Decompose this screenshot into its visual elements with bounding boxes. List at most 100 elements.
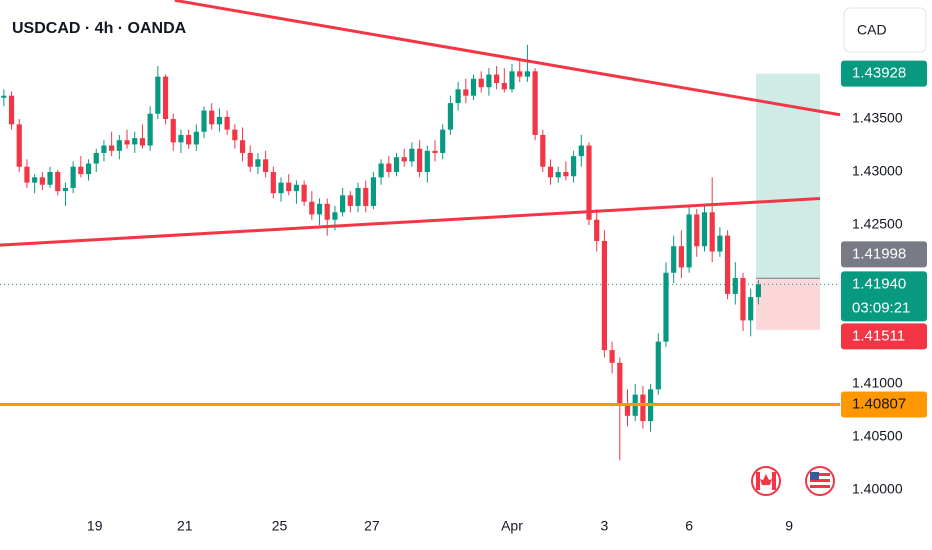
candle-body <box>39 177 45 185</box>
y-tick-label: 1.43500 <box>852 110 903 126</box>
x-tick-label: 25 <box>272 518 288 534</box>
candle-body <box>8 95 15 125</box>
candle-body <box>532 71 538 135</box>
candle-body <box>724 235 731 294</box>
candle-body <box>193 131 199 145</box>
x-tick-label: 19 <box>87 518 103 534</box>
candle-body <box>47 172 53 185</box>
stop-zone <box>756 278 820 330</box>
y-tick-label: 1.42500 <box>852 216 903 232</box>
candle-body <box>209 110 215 125</box>
entry-label: 1.41998 <box>852 245 906 262</box>
candle-body <box>386 163 392 173</box>
candle-body <box>409 148 415 162</box>
candle-body <box>309 201 315 215</box>
candle-body <box>694 214 700 247</box>
candle-body <box>139 138 146 146</box>
candle-body <box>701 212 708 247</box>
candle-body <box>440 129 446 153</box>
candle-body <box>594 219 600 241</box>
y-tick-label: 1.40000 <box>852 481 903 497</box>
candle-body <box>340 195 346 213</box>
candle-body <box>247 152 253 167</box>
candle-body <box>655 341 661 390</box>
currency: CAD <box>857 22 887 38</box>
candle-body <box>455 89 461 104</box>
candle-body <box>586 145 592 220</box>
candle-body <box>478 78 484 88</box>
candle-body <box>124 140 130 145</box>
candle-body <box>678 246 684 268</box>
candle-body <box>324 203 330 220</box>
candle-body <box>162 76 169 120</box>
candle-body <box>85 163 92 175</box>
candle-body <box>178 134 184 143</box>
candle-body <box>571 156 577 177</box>
candle-body <box>147 113 153 146</box>
candle-body <box>278 182 284 194</box>
plot-area <box>0 0 841 461</box>
candle-body <box>93 152 99 164</box>
candle-body <box>101 145 107 153</box>
candle-body <box>624 403 631 416</box>
target-label: 1.43928 <box>852 65 906 82</box>
candle-body <box>601 240 607 351</box>
currency-box[interactable] <box>843 7 927 53</box>
y-tick-label: 1.43000 <box>852 163 903 179</box>
y-tick-label: 1.40500 <box>852 428 903 444</box>
candle-body <box>470 78 477 96</box>
x-tick-label: 6 <box>685 518 693 534</box>
candle-body <box>263 159 269 173</box>
flag-us[interactable] <box>805 466 835 496</box>
candle-body <box>494 74 500 83</box>
y-tick-label: 1.41000 <box>852 375 903 391</box>
candle-body <box>363 187 369 206</box>
candle-body <box>709 212 715 252</box>
candle-body <box>671 246 677 273</box>
candle-body <box>686 214 692 268</box>
candle-body <box>609 350 615 363</box>
candle-body <box>378 163 384 178</box>
entry-box <box>841 241 927 268</box>
stop-label: 1.41511 <box>852 327 905 344</box>
candle-body <box>417 148 423 173</box>
x-tick-label: 27 <box>364 518 380 534</box>
candle-body <box>78 166 84 175</box>
candle-body <box>301 184 307 202</box>
current-price-label: 1.41940 <box>852 275 906 292</box>
support-box <box>841 391 927 418</box>
candle-body <box>578 145 584 157</box>
candle-body <box>201 110 207 132</box>
countdown: 03:09:21 <box>852 299 910 316</box>
candle-body <box>316 203 323 215</box>
support-label: 1.40807 <box>852 395 906 412</box>
candle-body <box>55 172 61 192</box>
x-tick-label: 9 <box>785 518 793 534</box>
flag-ca[interactable] <box>751 466 781 496</box>
candle-body <box>186 134 192 145</box>
candle-body <box>116 140 122 151</box>
chart-title: USDCAD · 4h · OANDA <box>12 20 187 37</box>
candle-body <box>286 182 292 192</box>
stop-box <box>841 323 927 350</box>
candle-body <box>732 278 738 294</box>
candle-body <box>486 74 492 88</box>
candle-body <box>540 134 546 167</box>
candle-body <box>563 172 569 177</box>
candle-body <box>663 272 669 342</box>
candle-body <box>239 140 246 153</box>
candle-body <box>16 124 22 167</box>
candle-body <box>755 284 761 298</box>
target-zone <box>756 73 820 279</box>
trendline <box>174 0 841 117</box>
candle-body <box>24 166 30 183</box>
candle-body <box>270 172 276 194</box>
candle-body <box>509 71 515 90</box>
candle-body <box>555 172 561 178</box>
candle-body <box>62 187 69 192</box>
candle-body <box>447 103 454 130</box>
candle-body <box>155 76 161 114</box>
candle-body <box>740 278 746 321</box>
candle-body <box>524 71 531 77</box>
